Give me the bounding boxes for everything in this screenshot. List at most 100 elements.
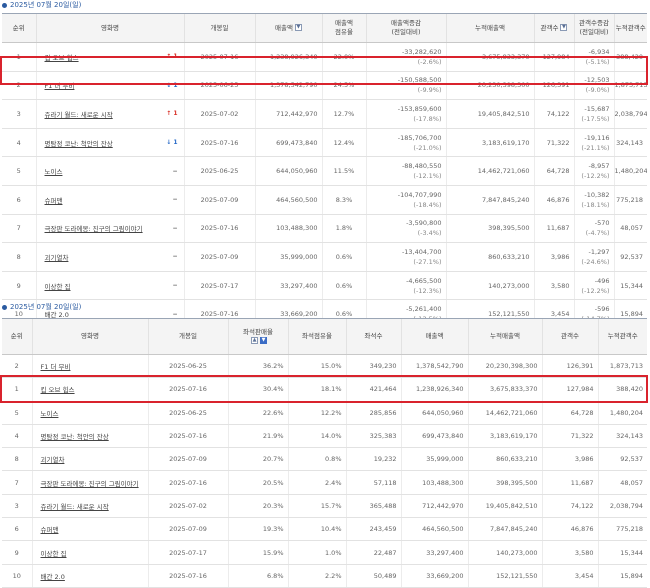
daily-boxoffice-date-title: 2025년 07월 20일(일) [2, 0, 81, 10]
col-sales-share: 매출액 점유율 [321, 13, 366, 43]
cum-audience-cell: 388,420 [613, 42, 647, 72]
seat-sales-rate-cell: 36.2% [227, 354, 288, 379]
movie-title-link[interactable]: 슈퍼맨 [40, 526, 59, 535]
sales-change-value: -153,859,600 [397, 104, 442, 113]
rank-cell: 9 [2, 271, 36, 301]
seat-sales-rate-cell: 20.7% [227, 447, 288, 472]
rank-cell: 2 [2, 354, 32, 379]
cum-sales-cell: 140,273,000 [445, 271, 534, 301]
sales-change-value: -3,590,800 [406, 219, 442, 228]
sort-icon[interactable]: ▼ [560, 24, 568, 31]
audience-cell: 126,391 [533, 71, 574, 101]
movie-title-link[interactable]: 킵 오브 힙스 [40, 386, 75, 395]
seats-cell: 243,459 [345, 517, 401, 542]
aud-change-value: -12,503 [584, 76, 610, 85]
movie-cell: 괴기열차 [31, 447, 148, 472]
cum-sales-cell: 398,395,500 [467, 470, 542, 495]
rank-cell: 4 [2, 128, 36, 158]
movie-cell: 극장판 도라에몽: 진구의 그림이야기 − [35, 214, 184, 244]
rank-cell: 10 [2, 564, 32, 588]
rank-cell: 5 [2, 156, 36, 186]
aud-change-cell: -8,957 (-12.2%) [573, 156, 614, 186]
bullet-icon [2, 2, 7, 8]
cum-audience-cell: 48,057 [597, 470, 647, 495]
sales-share-cell: 12.4% [321, 128, 366, 158]
movie-title-link[interactable]: 명탐정 코난: 척안의 잔상 [40, 433, 109, 442]
movie-title-link[interactable]: F1 더 무비 [44, 82, 75, 91]
seat-sales-rate-cell: 6.8% [227, 564, 288, 588]
sales-cell: 103,488,300 [254, 214, 322, 244]
col-seat-sales-rate[interactable]: 좌석판매율 ▲ ▼ [227, 318, 288, 355]
movie-title-link[interactable]: 이상한 집 [44, 282, 71, 291]
cum-audience-cell: 324,143 [613, 128, 647, 158]
sales-change-pct: (-9.9%) [417, 86, 442, 95]
movie-title-link[interactable]: 괴기열차 [44, 253, 69, 262]
movie-title-link[interactable]: 노이스 [40, 409, 59, 418]
cum-audience-cell: 324,143 [597, 424, 647, 449]
seat-share-cell: 1.0% [287, 540, 346, 565]
movie-title-link[interactable]: 노이스 [44, 168, 63, 177]
audience-cell: 126,391 [541, 354, 598, 379]
movie-title-link[interactable]: 쥬라기 월드: 새로운 시작 [40, 502, 109, 511]
bullet-icon [2, 304, 7, 310]
sales-change-pct: (-12.3%) [413, 286, 442, 295]
sales-cell: 35,999,000 [400, 447, 468, 472]
sales-change-pct: (-27.1%) [413, 257, 442, 266]
rank-change-badge: − [172, 196, 178, 204]
movie-title-link[interactable]: 킵 오브 힙스 [44, 53, 79, 62]
rank-cell: 3 [2, 494, 32, 519]
sort-icon[interactable]: ▼ [294, 24, 302, 31]
movie-cell: 킵 오브 힙스 ↑ 1 [35, 42, 184, 72]
movie-title-link[interactable]: 명탐정 코난: 척안의 잔상 [44, 139, 113, 148]
movie-title-link[interactable]: 배간 2.0 [44, 311, 69, 320]
seats-cell: 421,464 [345, 377, 401, 402]
sales-share-cell: 22.0% [321, 42, 366, 72]
sort-up-icon[interactable]: ▲ [251, 337, 258, 344]
sort-down-icon[interactable]: ▼ [260, 337, 267, 344]
movie-cell: 이상한 집 − [35, 271, 184, 301]
movie-title-link[interactable]: 슈퍼맨 [44, 196, 63, 205]
audience-cell: 71,322 [541, 424, 598, 449]
col-rank: 순위 [2, 318, 32, 355]
cum-audience-cell: 775,218 [613, 185, 647, 215]
open-date-cell: 2025-07-09 [147, 447, 228, 472]
cum-audience-cell: 388,420 [597, 377, 647, 402]
col-audience[interactable]: 관객수 ▼ [533, 13, 574, 43]
seat-sales-rate-cell: 30.4% [227, 377, 288, 402]
aud-change-pct: (-5.1%) [585, 57, 610, 66]
table-row: 4 명탐정 코난: 척안의 잔상 ↓ 1 2025-07-16 699,473,840 1… [2, 128, 647, 158]
audience-cell: 64,728 [541, 401, 598, 425]
sales-change-pct: (-17.8%) [413, 114, 442, 123]
cum-audience-cell: 15,894 [597, 564, 647, 588]
audience-cell: 71,322 [533, 128, 574, 158]
audience-cell: 3,454 [541, 564, 598, 588]
cum-sales-cell: 20,230,398,300 [467, 354, 542, 379]
movie-title-link[interactable]: 배간 2.0 [40, 572, 65, 581]
table-row: 7 극장판 도라에몽: 진구의 그림이야기 −2025-07-16 103,488,3… [2, 214, 647, 244]
cum-sales-cell: 860,633,210 [467, 447, 542, 472]
sales-cell: 1,378,542,790 [254, 71, 322, 101]
movie-title-link[interactable]: 극장판 도라에몽: 진구의 그림이야기 [44, 225, 143, 234]
movie-title-link[interactable]: F1 더 무비 [40, 363, 71, 372]
aud-change-cell: -6,934 (-5.1%) [573, 42, 614, 72]
col-seat-share: 좌석점유율 [287, 318, 346, 355]
audience-cell: 46,876 [541, 517, 598, 542]
col-sales[interactable]: 매출액 ▼ [254, 13, 322, 43]
table-row: 10 배간 2.0 2025-07-16 6.8% 2.2% 50,489 33,669,2… [2, 564, 647, 588]
table-row: 5 노이스 −2025-06-25 644,050,960 11.5% -88,480,5… [2, 156, 647, 186]
cum-sales-cell: 7,847,845,240 [467, 517, 542, 542]
movie-title-link[interactable]: 쥬라기 월드: 새로운 시작 [44, 110, 113, 119]
rank-cell: 7 [2, 470, 32, 495]
sales-cell: 464,560,500 [400, 517, 468, 542]
rank-cell: 3 [2, 99, 36, 129]
col-seat-sales-rate-label: 좌석판매율 [243, 327, 273, 336]
movie-title-link[interactable]: 괴기열차 [40, 456, 65, 465]
sales-change-cell: -33,282,620 (-2.6%) [365, 42, 446, 72]
col-sales-label: 매출액 [275, 23, 293, 32]
aud-change-value: -19,116 [584, 133, 610, 142]
rank-cell: 5 [2, 401, 32, 425]
open-date-cell: 2025-07-16 [183, 214, 255, 244]
movie-title-link[interactable]: 극장판 도라에몽: 진구의 그림이야기 [40, 479, 139, 488]
movie-title-link[interactable]: 이상한 집 [40, 549, 67, 558]
open-date-cell: 2025-07-09 [147, 517, 228, 542]
